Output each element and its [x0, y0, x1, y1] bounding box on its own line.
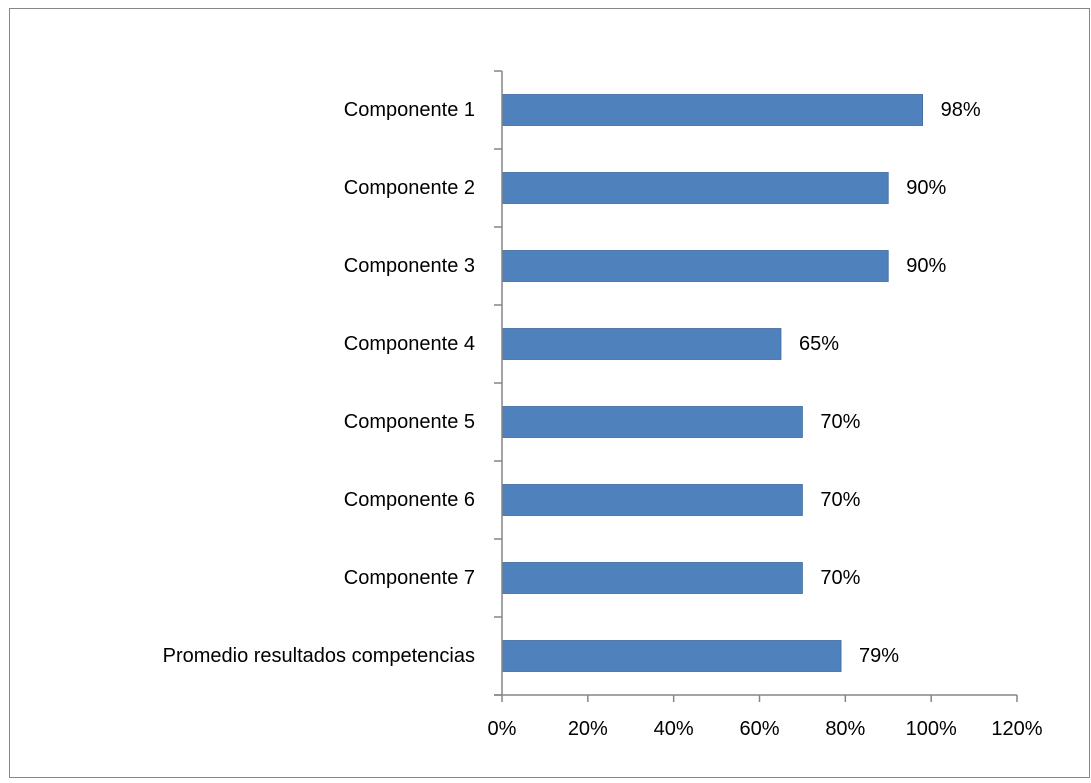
category-label: Componente 4: [344, 333, 475, 355]
data-label: 65%: [799, 333, 839, 355]
category-label: Componente 5: [344, 411, 475, 433]
data-label: 79%: [859, 645, 899, 667]
category-label: Componente 3: [344, 255, 475, 277]
category-label: Componente 1: [344, 99, 475, 121]
bar-2: [501, 172, 889, 204]
bars-layer: [501, 94, 923, 672]
category-label: Componente 6: [344, 489, 475, 511]
category-label: Componente 7: [344, 567, 475, 589]
data-label: 90%: [906, 177, 946, 199]
data-label: 70%: [820, 489, 860, 511]
category-label: Promedio resultados competencias: [163, 645, 475, 667]
x-tick-label: 100%: [906, 718, 957, 740]
x-tick-label: 80%: [825, 718, 865, 740]
chart-frame: Componente 1 98% Componente 2 90% Componente…: [9, 8, 1090, 778]
category-label: Componente 2: [344, 177, 475, 199]
data-label: 98%: [941, 99, 981, 121]
x-tick-label: 120%: [991, 718, 1042, 740]
x-tick-label: 20%: [568, 718, 608, 740]
bar-1: [501, 94, 923, 126]
x-tick-label: 0%: [488, 718, 517, 740]
data-label: 70%: [820, 567, 860, 589]
axes-layer: [494, 70, 1018, 702]
x-tick-label: 40%: [654, 718, 694, 740]
bar-3: [501, 250, 889, 282]
bar-7: [501, 562, 803, 594]
labels-layer: Componente 1 98% Componente 2 90% Componente…: [163, 99, 1043, 740]
bar-6: [501, 484, 803, 516]
x-tick-label: 60%: [739, 718, 779, 740]
data-label: 90%: [906, 255, 946, 277]
bar-chart: Componente 1 98% Componente 2 90% Componente…: [163, 70, 1043, 740]
data-label: 70%: [820, 411, 860, 433]
bar-5: [501, 406, 803, 438]
bar-8: [501, 640, 842, 672]
bar-4: [501, 328, 782, 360]
